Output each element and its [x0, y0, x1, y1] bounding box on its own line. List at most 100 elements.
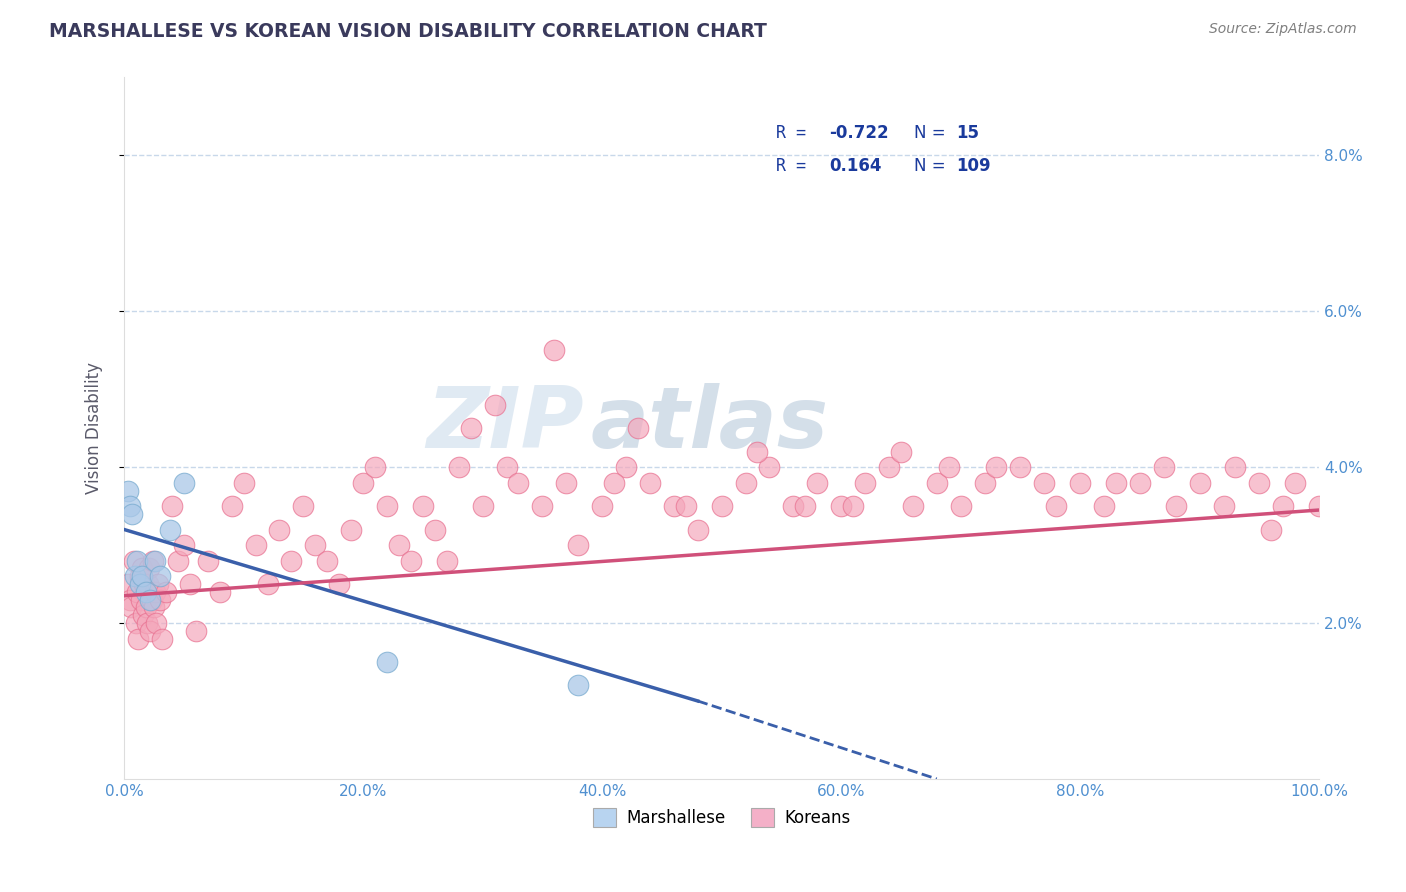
- Point: [179, 577, 201, 591]
- Text: Source: ZipAtlas.com: Source: ZipAtlas.com: [1209, 22, 1357, 37]
- Point: [146, 577, 169, 591]
- Point: [127, 632, 149, 646]
- Point: [375, 499, 398, 513]
- Point: [117, 577, 139, 591]
- Point: [949, 499, 972, 513]
- Point: [1045, 499, 1067, 513]
- Point: [184, 624, 207, 638]
- Point: [131, 561, 153, 575]
- Point: [120, 600, 142, 615]
- Point: [256, 577, 278, 591]
- Point: [1284, 475, 1306, 490]
- Point: [567, 678, 589, 692]
- Point: [121, 507, 143, 521]
- Legend: Marshallese, Koreans: Marshallese, Koreans: [586, 801, 856, 834]
- Point: [531, 499, 554, 513]
- Point: [138, 561, 160, 575]
- Point: [141, 592, 163, 607]
- Point: [938, 460, 960, 475]
- Point: [686, 523, 709, 537]
- Point: [877, 460, 900, 475]
- Point: [1249, 475, 1271, 490]
- Point: [142, 554, 165, 568]
- Point: [149, 592, 172, 607]
- Point: [627, 421, 650, 435]
- Point: [328, 577, 350, 591]
- Point: [436, 554, 458, 568]
- Point: [1225, 460, 1247, 475]
- Text: 109: 109: [956, 158, 991, 176]
- Point: [135, 585, 157, 599]
- Point: [167, 554, 190, 568]
- Point: [124, 569, 146, 583]
- Point: [134, 577, 156, 591]
- Point: [135, 615, 157, 630]
- Point: [125, 615, 148, 630]
- Point: [508, 475, 530, 490]
- Point: [127, 554, 149, 568]
- Text: atlas: atlas: [591, 384, 828, 467]
- Point: [143, 585, 166, 599]
- Point: [734, 475, 756, 490]
- Text: -0.722: -0.722: [830, 124, 889, 142]
- Point: [245, 538, 267, 552]
- Point: [925, 475, 948, 490]
- Point: [139, 592, 162, 607]
- Point: [197, 554, 219, 568]
- Point: [447, 460, 470, 475]
- Point: [806, 475, 828, 490]
- Point: [280, 554, 302, 568]
- Point: [159, 523, 181, 537]
- Point: [1069, 475, 1091, 490]
- Point: [591, 499, 613, 513]
- Point: [131, 569, 153, 583]
- Point: [340, 523, 363, 537]
- Point: [292, 499, 315, 513]
- Point: [155, 585, 177, 599]
- Point: [1010, 460, 1032, 475]
- Point: [316, 554, 339, 568]
- Point: [1153, 460, 1175, 475]
- Point: [232, 475, 254, 490]
- Point: [136, 577, 159, 591]
- Point: [675, 499, 697, 513]
- Point: [145, 615, 167, 630]
- Point: [1033, 475, 1056, 490]
- Y-axis label: Vision Disability: Vision Disability: [86, 362, 103, 494]
- Point: [484, 398, 506, 412]
- Point: [1092, 499, 1115, 513]
- Point: [662, 499, 685, 513]
- Point: [129, 592, 152, 607]
- Point: [758, 460, 780, 475]
- Text: ZIP: ZIP: [426, 384, 585, 467]
- Point: [1188, 475, 1211, 490]
- Text: 15: 15: [956, 124, 979, 142]
- Point: [143, 600, 166, 615]
- Point: [830, 499, 852, 513]
- Point: [122, 554, 145, 568]
- Point: [127, 585, 149, 599]
- Point: [603, 475, 626, 490]
- Text: N =: N =: [914, 124, 950, 142]
- Point: [543, 343, 565, 358]
- Point: [120, 592, 142, 607]
- Point: [1212, 499, 1234, 513]
- Point: [143, 554, 166, 568]
- Point: [128, 569, 150, 583]
- Point: [986, 460, 1008, 475]
- Point: [149, 569, 172, 583]
- Point: [399, 554, 422, 568]
- Point: [1260, 523, 1282, 537]
- Point: [853, 475, 876, 490]
- Point: [139, 624, 162, 638]
- Point: [471, 499, 494, 513]
- Point: [842, 499, 865, 513]
- Point: [973, 475, 995, 490]
- Point: [555, 475, 578, 490]
- Point: [150, 632, 173, 646]
- Point: [638, 475, 661, 490]
- Text: MARSHALLESE VS KOREAN VISION DISABILITY CORRELATION CHART: MARSHALLESE VS KOREAN VISION DISABILITY …: [49, 22, 768, 41]
- Point: [1105, 475, 1128, 490]
- Point: [782, 499, 804, 513]
- Point: [132, 608, 155, 623]
